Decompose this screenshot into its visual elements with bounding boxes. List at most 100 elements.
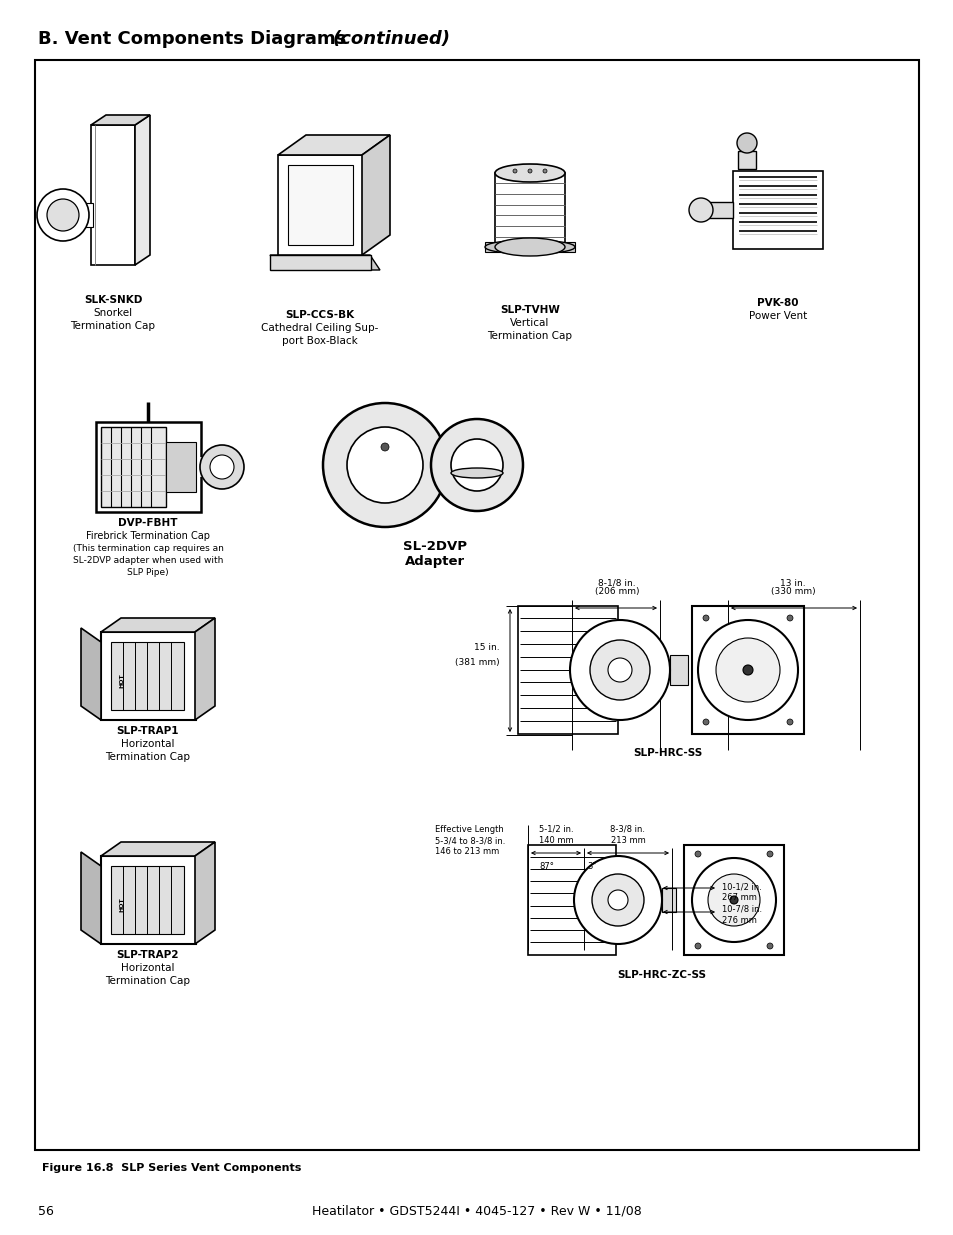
Text: 10-1/2 in.: 10-1/2 in. <box>721 882 761 890</box>
Text: Cathedral Ceiling Sup-: Cathedral Ceiling Sup- <box>261 324 378 333</box>
Text: B. Vent Components Diagrams: B. Vent Components Diagrams <box>38 30 352 48</box>
Text: Heatilator • GDST5244I • 4045-127 • Rev W • 11/08: Heatilator • GDST5244I • 4045-127 • Rev … <box>312 1205 641 1218</box>
Circle shape <box>766 944 772 948</box>
Circle shape <box>607 890 627 910</box>
Text: 8-1/8 in.: 8-1/8 in. <box>598 579 635 588</box>
Text: Termination Cap: Termination Cap <box>487 331 572 341</box>
Text: 10-7/8 in.: 10-7/8 in. <box>721 905 761 914</box>
Text: 8-3/8 in.: 8-3/8 in. <box>610 825 645 834</box>
Polygon shape <box>277 135 390 156</box>
Circle shape <box>451 438 502 492</box>
Circle shape <box>716 638 780 701</box>
Text: SLP-HRC-ZC-SS: SLP-HRC-ZC-SS <box>617 969 706 981</box>
Circle shape <box>210 454 233 479</box>
Text: Termination Cap: Termination Cap <box>71 321 155 331</box>
Circle shape <box>513 169 517 173</box>
Bar <box>451 438 502 473</box>
Text: (This termination cap requires an: (This termination cap requires an <box>72 543 223 553</box>
Ellipse shape <box>451 468 502 478</box>
Circle shape <box>200 445 244 489</box>
Text: Figure 16.8  SLP Series Vent Components: Figure 16.8 SLP Series Vent Components <box>42 1163 301 1173</box>
Text: SLP-CCS-BK: SLP-CCS-BK <box>285 310 355 320</box>
Polygon shape <box>101 842 214 856</box>
Bar <box>101 856 195 944</box>
Bar <box>702 203 732 219</box>
Bar <box>277 156 363 254</box>
Circle shape <box>527 169 532 173</box>
Circle shape <box>542 169 546 173</box>
Text: (206 mm): (206 mm) <box>594 587 639 597</box>
Circle shape <box>323 403 447 527</box>
Text: Snorkel: Snorkel <box>93 308 132 317</box>
Text: PVK-80: PVK-80 <box>757 298 798 308</box>
Text: 87°: 87° <box>539 862 554 871</box>
Circle shape <box>569 620 669 720</box>
Text: 140 mm: 140 mm <box>538 836 573 845</box>
Bar <box>101 632 195 720</box>
Text: SLK-SNKD: SLK-SNKD <box>84 295 142 305</box>
Bar <box>288 165 353 245</box>
Polygon shape <box>91 115 150 125</box>
Text: 146 to 213 mm: 146 to 213 mm <box>435 847 498 856</box>
Circle shape <box>786 615 792 621</box>
Text: SLP-TRAP1: SLP-TRAP1 <box>116 726 179 736</box>
Circle shape <box>607 658 631 682</box>
Circle shape <box>702 719 708 725</box>
Text: 13 in.: 13 in. <box>780 579 805 588</box>
Bar <box>661 888 676 911</box>
Circle shape <box>729 897 738 904</box>
Text: 276 mm: 276 mm <box>721 916 756 925</box>
Bar <box>35 61 918 1150</box>
Bar <box>738 151 755 169</box>
Text: port Box-Black: port Box-Black <box>282 336 357 346</box>
Text: Termination Cap: Termination Cap <box>106 752 191 762</box>
Text: HOT: HOT <box>119 898 124 913</box>
Circle shape <box>737 133 757 153</box>
Text: 267 mm: 267 mm <box>721 893 756 902</box>
Circle shape <box>742 664 752 676</box>
Polygon shape <box>81 629 101 720</box>
Circle shape <box>574 856 661 944</box>
Circle shape <box>589 640 649 700</box>
Bar <box>166 442 195 492</box>
Text: 5-3/4 to 8-3/8 in.: 5-3/4 to 8-3/8 in. <box>435 836 505 845</box>
Circle shape <box>37 189 89 241</box>
Circle shape <box>688 198 712 222</box>
Text: SLP-TRAP2: SLP-TRAP2 <box>116 950 179 960</box>
Circle shape <box>431 419 522 511</box>
Text: SLP Pipe): SLP Pipe) <box>127 568 169 577</box>
Text: Horizontal: Horizontal <box>121 739 174 748</box>
Bar <box>484 242 575 252</box>
Text: Vertical: Vertical <box>510 317 549 329</box>
Text: (continued): (continued) <box>333 30 451 48</box>
Bar <box>83 203 92 227</box>
Bar <box>96 422 201 513</box>
Text: Adapter: Adapter <box>404 555 464 568</box>
Circle shape <box>347 427 422 503</box>
Circle shape <box>592 874 643 926</box>
Bar <box>495 173 564 248</box>
Circle shape <box>702 615 708 621</box>
Circle shape <box>786 719 792 725</box>
Circle shape <box>47 199 79 231</box>
Bar <box>270 254 371 270</box>
Text: HOT: HOT <box>119 673 124 688</box>
Bar <box>111 866 184 934</box>
Bar <box>669 655 687 685</box>
Circle shape <box>707 874 760 926</box>
Bar <box>101 427 166 508</box>
Text: (330 mm): (330 mm) <box>770 587 815 597</box>
Bar <box>200 457 222 477</box>
Circle shape <box>766 851 772 857</box>
Text: Termination Cap: Termination Cap <box>106 976 191 986</box>
Ellipse shape <box>495 164 564 182</box>
Circle shape <box>695 944 700 948</box>
Polygon shape <box>81 852 101 944</box>
Text: 15 in.: 15 in. <box>474 643 499 652</box>
Polygon shape <box>194 842 214 944</box>
Ellipse shape <box>484 240 575 254</box>
Polygon shape <box>135 115 150 266</box>
Text: (381 mm): (381 mm) <box>455 657 499 667</box>
Text: 213 mm: 213 mm <box>610 836 644 845</box>
Circle shape <box>380 443 389 451</box>
